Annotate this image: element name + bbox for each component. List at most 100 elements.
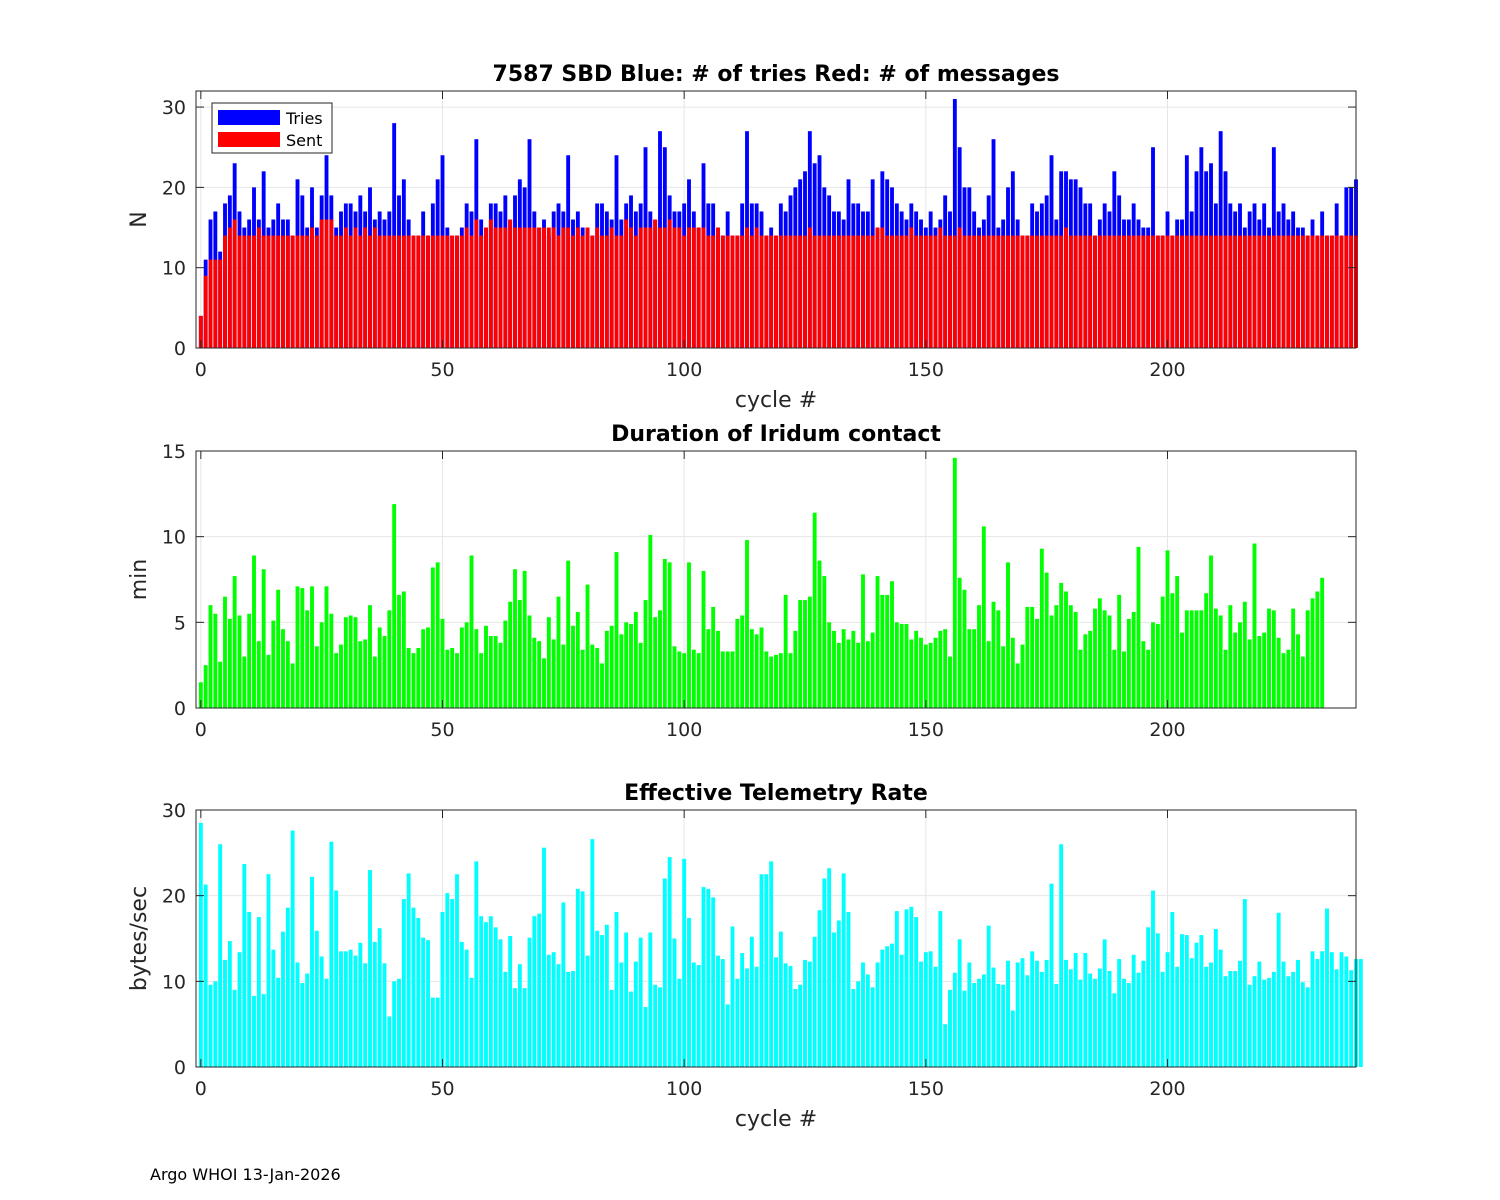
duration-bar-duration	[706, 629, 711, 708]
rate-bar-rate	[290, 830, 295, 1067]
duration-bar-duration	[846, 639, 851, 708]
rate-bar-rate	[1141, 960, 1146, 1067]
duration-bar-duration	[1218, 615, 1223, 708]
rate-bar-rate	[1030, 951, 1035, 1067]
duration-bar-duration	[923, 644, 928, 708]
rate-bar-rate	[851, 989, 856, 1067]
rate-bar-rate	[1315, 959, 1320, 1067]
rate-bar-rate	[846, 911, 851, 1067]
rate-bar-rate	[1180, 934, 1184, 1067]
rate-bar-rate	[629, 991, 633, 1067]
rate-bar-rate	[778, 931, 783, 1067]
sbd-bar-sent	[348, 235, 353, 348]
duration-bar-duration	[1107, 615, 1112, 708]
duration-bar-duration	[1049, 615, 1054, 708]
duration-title: Duration of Iridum contact	[611, 422, 941, 447]
duration-bar-duration	[861, 574, 865, 708]
duration-bar-duration	[701, 570, 706, 708]
rate-bar-rate	[498, 939, 503, 1067]
sbd-bar-sent	[353, 227, 358, 348]
sbd-bar-sent	[392, 235, 397, 348]
sbd-bar-sent	[991, 235, 996, 348]
sbd-bar-sent	[513, 227, 517, 348]
rate-bar-rate	[247, 911, 252, 1067]
duration-bar-duration	[256, 641, 261, 708]
duration-bar-duration	[778, 653, 783, 708]
rate-bar-rate	[1064, 959, 1068, 1067]
sbd-xtick-label: 150	[908, 359, 944, 381]
sbd-bar-sent	[875, 227, 880, 348]
duration-bar-duration	[711, 606, 716, 708]
rate-bar-rate	[503, 971, 508, 1067]
rate-bar-rate	[1088, 973, 1093, 1067]
duration-bar-duration	[851, 630, 856, 708]
sbd-bar-sent	[397, 235, 401, 348]
rate-bar-rate	[343, 951, 348, 1067]
duration-ytick-label: 15	[162, 441, 186, 463]
duration-bar-duration	[310, 586, 314, 708]
duration-bar-duration	[430, 567, 435, 708]
duration-bar-duration	[624, 622, 629, 708]
duration-bar-duration	[411, 653, 416, 708]
rate-bar-rate	[261, 994, 266, 1067]
duration-bar-duration	[1083, 634, 1088, 708]
sbd-bar-sent	[803, 235, 807, 348]
sbd-bar-sent	[411, 235, 416, 348]
duration-bar-duration	[725, 651, 730, 708]
duration-bar-duration	[783, 594, 788, 708]
sbd-bar-sent	[1049, 235, 1054, 348]
sbd-bar-sent	[1262, 235, 1267, 348]
duration-xtick-label: 150	[908, 719, 944, 741]
rate-bar-rate	[1252, 976, 1257, 1067]
duration-bar-duration	[1165, 550, 1170, 708]
duration-bar-duration	[909, 639, 914, 708]
rate-bar-rate	[353, 955, 358, 1067]
rate-ytick-label: 0	[174, 1057, 186, 1079]
sbd-bar-sent	[310, 227, 314, 348]
duration-bar-duration	[1073, 612, 1078, 708]
rate-bar-rate	[285, 907, 290, 1067]
sbd-bar-sent	[856, 235, 861, 348]
duration-bar-duration	[672, 646, 677, 708]
sbd-bar-sent	[880, 227, 885, 348]
rate-bar-rate	[537, 913, 542, 1067]
sbd-xtick-label: 100	[666, 359, 702, 381]
sbd-bar-sent	[503, 227, 508, 348]
sbd-bar-sent	[445, 235, 450, 348]
rate-bar-rate	[348, 949, 353, 1067]
rate-bar-rate	[1228, 971, 1233, 1067]
duration-bar-duration	[387, 610, 392, 708]
rate-bar-rate	[759, 874, 764, 1067]
footer-text: Argo WHOI 13-Jan-2026	[150, 1165, 341, 1184]
sbd-bar-sent	[1209, 235, 1213, 348]
rate-ytick-label: 10	[162, 971, 186, 993]
rate-bar-rate	[832, 932, 836, 1067]
duration-bar-duration	[1281, 653, 1286, 708]
sbd-bar-sent	[334, 235, 339, 348]
sbd-bar-sent	[387, 235, 392, 348]
sbd-bar-sent	[861, 235, 865, 348]
sbd-bar-sent	[643, 227, 648, 348]
sbd-bar-sent	[1291, 235, 1296, 348]
rate-bar-rate	[314, 930, 319, 1067]
rate-bar-rate	[1325, 908, 1329, 1067]
sbd-bar-sent	[890, 235, 894, 348]
sbd-bar-sent	[658, 227, 662, 348]
duration-bar-duration	[343, 617, 348, 708]
sbd-bar-sent	[1325, 235, 1329, 348]
rate-bar-rate	[662, 878, 667, 1067]
sbd-bar-sent	[899, 235, 904, 348]
duration-bar-duration	[875, 576, 880, 708]
rate-bar-rate	[764, 874, 769, 1067]
duration-bar-duration	[1093, 608, 1097, 708]
rate-bar-rate	[933, 966, 938, 1067]
rate-bar-rate	[1146, 927, 1151, 1067]
sbd-bar-sent	[1334, 235, 1339, 348]
duration-bar-duration	[638, 642, 643, 708]
rate-bar-rate	[1059, 844, 1064, 1067]
rate-bar-rate	[972, 983, 977, 1067]
sbd-ytick-label: 10	[162, 258, 186, 280]
duration-bar-duration	[740, 615, 745, 708]
duration-bar-duration	[1102, 610, 1107, 708]
sbd-xtick-label: 50	[430, 359, 454, 381]
